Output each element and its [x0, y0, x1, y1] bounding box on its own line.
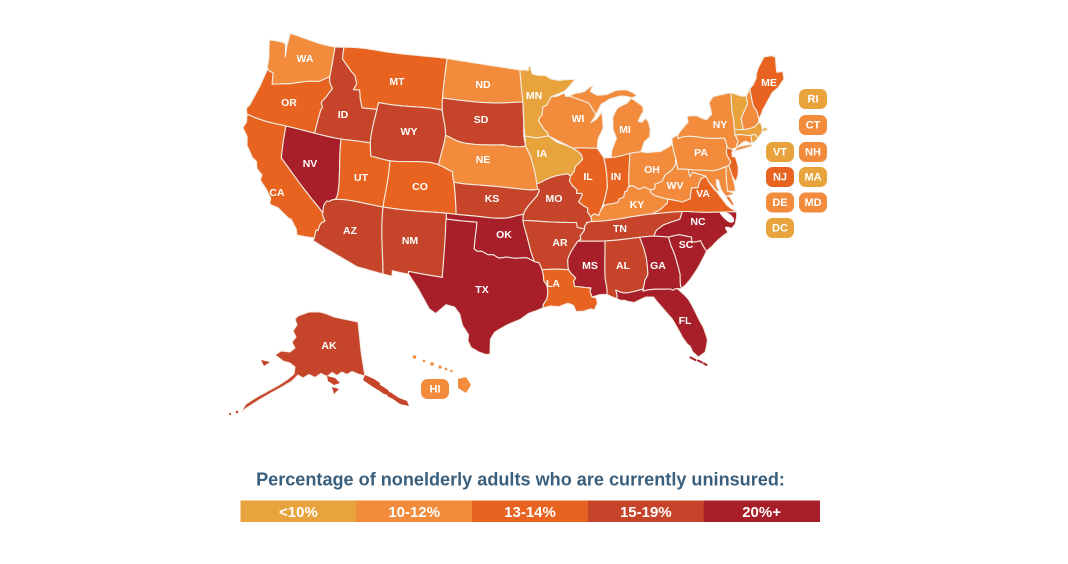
svg-text:Percentage of nonelderly adult: Percentage of nonelderly adults who are … — [256, 470, 785, 490]
svg-text:AZ: AZ — [343, 225, 358, 237]
svg-text:HI: HI — [430, 384, 441, 396]
svg-text:NV: NV — [303, 158, 318, 170]
svg-text:AK: AK — [321, 340, 337, 352]
svg-text:10-12%: 10-12% — [388, 504, 440, 521]
svg-text:MS: MS — [582, 260, 598, 272]
svg-text:CO: CO — [412, 181, 428, 193]
svg-text:OH: OH — [644, 164, 660, 176]
svg-text:TN: TN — [613, 223, 627, 235]
svg-text:DC: DC — [772, 223, 788, 235]
svg-text:NM: NM — [402, 235, 419, 247]
svg-text:ID: ID — [338, 109, 349, 121]
svg-text:WV: WV — [667, 180, 684, 192]
svg-text:15-19%: 15-19% — [620, 504, 672, 521]
svg-text:OK: OK — [496, 229, 512, 241]
svg-text:ME: ME — [761, 77, 777, 89]
svg-text:SC: SC — [679, 239, 694, 251]
svg-text:MO: MO — [546, 193, 563, 205]
svg-text:IN: IN — [611, 171, 622, 183]
svg-text:LA: LA — [546, 278, 560, 290]
svg-text:VT: VT — [773, 147, 787, 159]
svg-text:NE: NE — [476, 154, 491, 166]
svg-text:NH: NH — [805, 147, 821, 159]
svg-text:NC: NC — [690, 216, 706, 228]
svg-text:MI: MI — [619, 124, 631, 136]
svg-text:MA: MA — [804, 172, 821, 184]
svg-text:NY: NY — [713, 119, 728, 131]
svg-text:ND: ND — [475, 79, 491, 91]
svg-text:OR: OR — [281, 97, 297, 109]
svg-text:WA: WA — [297, 53, 314, 65]
svg-text:CA: CA — [269, 187, 285, 199]
svg-text:AL: AL — [616, 260, 631, 272]
svg-text:MT: MT — [389, 76, 405, 88]
svg-text:SD: SD — [474, 114, 489, 126]
svg-text:MN: MN — [526, 90, 542, 102]
svg-text:WI: WI — [572, 113, 585, 125]
svg-text:PA: PA — [694, 147, 708, 159]
svg-text:IL: IL — [583, 171, 593, 183]
svg-text:GA: GA — [650, 260, 666, 272]
svg-text:TX: TX — [475, 284, 488, 296]
svg-text:KY: KY — [630, 199, 645, 211]
svg-text:UT: UT — [354, 172, 369, 184]
svg-text:IA: IA — [537, 148, 548, 160]
svg-text:MD: MD — [804, 197, 821, 209]
svg-text:DE: DE — [772, 197, 787, 209]
svg-text:RI: RI — [808, 94, 819, 106]
svg-text:CT: CT — [806, 120, 821, 132]
svg-text:20%+: 20%+ — [742, 504, 781, 521]
svg-text:NJ: NJ — [773, 172, 787, 184]
svg-text:FL: FL — [679, 315, 692, 327]
svg-text:<10%: <10% — [279, 504, 318, 521]
svg-text:WY: WY — [401, 126, 418, 138]
svg-text:VA: VA — [696, 188, 710, 200]
svg-text:KS: KS — [485, 193, 500, 205]
svg-text:13-14%: 13-14% — [504, 504, 556, 521]
svg-text:AR: AR — [552, 237, 568, 249]
